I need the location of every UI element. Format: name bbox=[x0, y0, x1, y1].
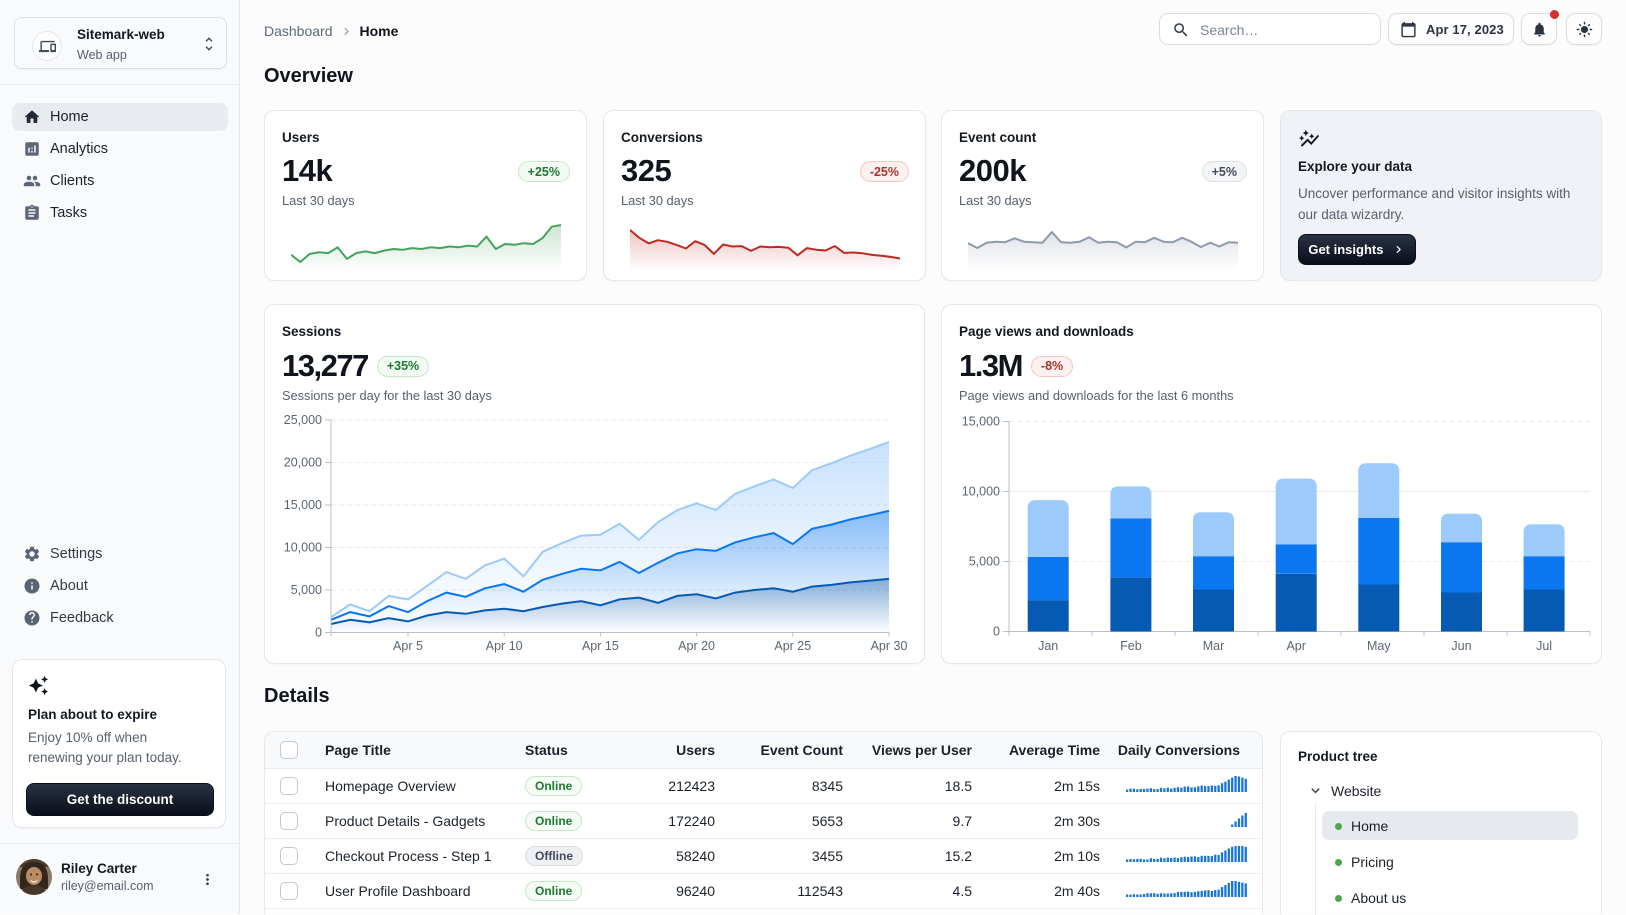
svg-text:Apr 25: Apr 25 bbox=[774, 639, 811, 653]
svg-text:Apr: Apr bbox=[1286, 639, 1305, 653]
svg-text:10,000: 10,000 bbox=[284, 541, 322, 555]
svg-text:0: 0 bbox=[315, 626, 322, 640]
svg-text:Apr 10: Apr 10 bbox=[486, 639, 523, 653]
svg-text:25,000: 25,000 bbox=[284, 413, 322, 427]
svg-text:Mar: Mar bbox=[1203, 639, 1225, 653]
svg-text:Jun: Jun bbox=[1451, 639, 1471, 653]
svg-text:5,000: 5,000 bbox=[291, 583, 322, 597]
svg-text:Apr 15: Apr 15 bbox=[582, 639, 619, 653]
svg-text:Apr 5: Apr 5 bbox=[393, 639, 423, 653]
svg-text:15,000: 15,000 bbox=[284, 498, 322, 512]
svg-text:0: 0 bbox=[993, 625, 1000, 639]
svg-text:20,000: 20,000 bbox=[284, 456, 322, 470]
svg-text:15,000: 15,000 bbox=[962, 415, 1000, 429]
svg-text:10,000: 10,000 bbox=[962, 485, 1000, 499]
svg-text:Apr 30: Apr 30 bbox=[871, 639, 908, 653]
svg-text:5,000: 5,000 bbox=[969, 555, 1000, 569]
svg-text:Apr 20: Apr 20 bbox=[678, 639, 715, 653]
svg-text:May: May bbox=[1367, 639, 1391, 653]
svg-text:Jul: Jul bbox=[1536, 639, 1552, 653]
svg-text:Jan: Jan bbox=[1038, 639, 1058, 653]
svg-text:Feb: Feb bbox=[1120, 639, 1142, 653]
